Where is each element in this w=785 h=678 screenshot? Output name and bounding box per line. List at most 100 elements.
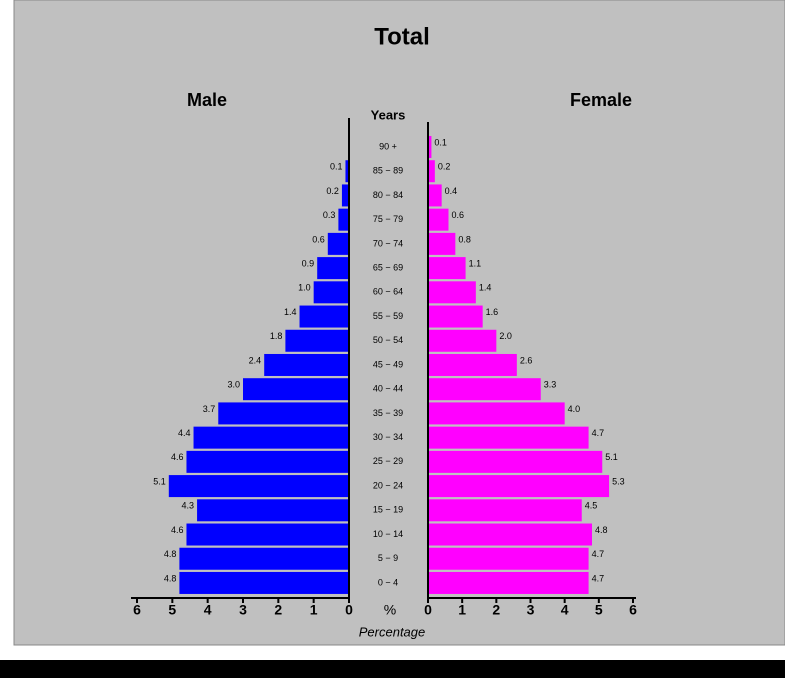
value-label: 3.7 (203, 404, 216, 414)
x-tick-label: 5 (168, 602, 176, 618)
bar (428, 571, 589, 594)
bar (428, 353, 517, 376)
bar (428, 136, 432, 158)
value-label: 0.6 (312, 234, 325, 244)
value-label: 1.4 (284, 307, 297, 317)
value-label: 1.6 (486, 307, 499, 317)
x-tick-label: 3 (239, 602, 247, 618)
category-label: 80 − 84 (373, 190, 403, 200)
bottom-bar (0, 660, 785, 678)
value-label: 1.4 (479, 283, 492, 293)
bar (428, 475, 610, 498)
legend-male: Male (187, 90, 227, 110)
value-label: 4.3 (182, 501, 195, 511)
value-label: 4.7 (592, 428, 605, 438)
category-label: 15 − 19 (373, 505, 403, 515)
x-axis-label: Percentage (359, 624, 426, 639)
bar (428, 257, 466, 280)
x-tick-label: 4 (204, 602, 212, 618)
category-label: 20 − 24 (373, 480, 403, 490)
value-label: 0.9 (302, 258, 315, 268)
y-axis-label: Years (371, 107, 406, 122)
bar (428, 402, 565, 425)
value-label: 2.4 (249, 355, 262, 365)
bar (218, 402, 349, 425)
value-label: 3.3 (544, 380, 557, 390)
chart-title: Total (374, 23, 430, 50)
value-label: 4.6 (171, 525, 184, 535)
bar (264, 353, 349, 376)
value-label: 0.2 (326, 186, 339, 196)
bar (197, 499, 349, 522)
unit-label: % (384, 602, 396, 618)
category-label: 60 − 64 (373, 287, 403, 297)
bar (428, 426, 589, 449)
value-label: 5.3 (612, 476, 625, 486)
bar (428, 281, 476, 304)
bar (285, 329, 349, 352)
value-label: 4.8 (164, 573, 177, 583)
category-label: 75 − 79 (373, 214, 403, 224)
bar (299, 305, 349, 328)
category-label: 55 − 59 (373, 311, 403, 321)
category-label: 0 − 4 (378, 577, 398, 587)
bar (179, 571, 349, 594)
bar (243, 378, 349, 401)
bar (186, 523, 349, 546)
category-label: 10 − 14 (373, 529, 403, 539)
x-tick-label: 0 (345, 602, 353, 618)
category-label: 85 − 89 (373, 166, 403, 176)
value-label: 2.6 (520, 355, 533, 365)
x-tick-label: 2 (274, 602, 282, 618)
value-label: 4.6 (171, 452, 184, 462)
value-label: 0.6 (452, 210, 465, 220)
bar (186, 450, 349, 473)
value-label: 1.0 (298, 283, 311, 293)
x-tick-label: 3 (527, 602, 535, 618)
value-label: 0.8 (458, 234, 471, 244)
value-label: 4.0 (568, 404, 581, 414)
category-label: 50 − 54 (373, 335, 403, 345)
bar (193, 426, 349, 449)
value-label: 5.1 (153, 476, 166, 486)
bar (327, 232, 349, 255)
bar (168, 475, 349, 498)
x-tick-label: 1 (310, 602, 318, 618)
bar (428, 184, 442, 207)
value-label: 0.4 (445, 186, 458, 196)
bar (317, 257, 349, 280)
bar (428, 160, 435, 183)
bar (428, 547, 589, 570)
bar (428, 450, 603, 473)
category-label: 70 − 74 (373, 238, 403, 248)
x-tick-label: 6 (629, 602, 637, 618)
category-label: 40 − 44 (373, 384, 403, 394)
bar (428, 208, 449, 231)
bar (428, 305, 483, 328)
value-label: 1.1 (469, 258, 482, 268)
x-tick-label: 6 (133, 602, 141, 618)
legend-female: Female (570, 90, 632, 110)
value-label: 4.8 (164, 549, 177, 559)
value-label: 0.3 (323, 210, 336, 220)
bar (345, 160, 349, 183)
value-label: 4.7 (592, 549, 605, 559)
x-tick-label: 1 (458, 602, 466, 618)
value-label: 0.1 (330, 162, 343, 172)
category-label: 65 − 69 (373, 262, 403, 272)
bar (313, 281, 349, 304)
category-label: 5 − 9 (378, 553, 398, 563)
x-tick-label: 2 (492, 602, 500, 618)
value-label: 4.7 (592, 573, 605, 583)
bar (428, 232, 456, 255)
bar (338, 208, 349, 231)
value-label: 1.8 (270, 331, 283, 341)
category-label: 45 − 49 (373, 359, 403, 369)
bar (428, 523, 592, 546)
bar (428, 499, 582, 522)
value-label: 4.5 (585, 501, 598, 511)
bar (428, 378, 541, 401)
x-tick-label: 5 (595, 602, 603, 618)
x-tick-label: 0 (424, 602, 432, 618)
